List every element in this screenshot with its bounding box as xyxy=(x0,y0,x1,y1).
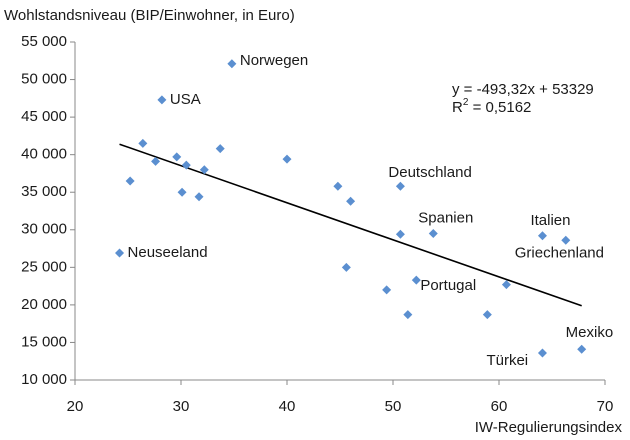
x-tick-label: 30 xyxy=(173,398,190,415)
point xyxy=(577,344,587,354)
y-tick-label: 55 000 xyxy=(21,33,67,50)
point-label: Neuseeland xyxy=(128,244,208,261)
point xyxy=(341,262,351,272)
y-axis-title: Wohlstandsniveau (BIP/Einwohner, in Euro… xyxy=(4,7,295,24)
y-tick-label: 30 000 xyxy=(21,221,67,238)
point xyxy=(395,229,405,239)
x-tick-label: 50 xyxy=(385,398,402,415)
point-label: Portugal xyxy=(420,277,476,294)
point-label: Spanien xyxy=(418,210,473,227)
point xyxy=(282,154,292,164)
point xyxy=(411,275,421,285)
y-tick-label: 25 000 xyxy=(21,258,67,275)
point xyxy=(227,59,237,69)
point xyxy=(537,231,547,241)
point-label: Deutschland xyxy=(388,164,471,181)
point xyxy=(382,285,392,295)
point xyxy=(346,196,356,206)
point-label: Norwegen xyxy=(240,52,308,69)
y-tick-label: 15 000 xyxy=(21,333,67,350)
point xyxy=(537,348,547,358)
point xyxy=(194,192,204,202)
y-tick-label: 40 000 xyxy=(21,146,67,163)
point-label: Türkei xyxy=(486,352,528,369)
point xyxy=(501,280,511,290)
point xyxy=(125,176,135,186)
x-axis-title: IW-Regulierungsindex xyxy=(475,419,623,436)
point-label: USA xyxy=(170,91,201,108)
trend-equation: y = -493,32x + 53329 xyxy=(452,81,594,98)
r-squared-rest: = 0,5162 xyxy=(468,99,531,116)
point xyxy=(181,160,191,170)
point xyxy=(333,181,343,191)
y-tick-label: 35 000 xyxy=(21,183,67,200)
y-tick-label: 20 000 xyxy=(21,296,67,313)
point-label: Italien xyxy=(530,212,570,229)
x-tick-label: 20 xyxy=(67,398,84,415)
point xyxy=(482,310,492,320)
point xyxy=(428,229,438,239)
point xyxy=(199,165,209,175)
point xyxy=(151,156,161,166)
point xyxy=(157,95,167,105)
y-tick-label: 50 000 xyxy=(21,71,67,88)
point xyxy=(403,310,413,320)
r-squared-sup: 2 xyxy=(463,97,469,108)
point xyxy=(177,187,187,197)
x-tick-label: 70 xyxy=(597,398,614,415)
point-label: Mexiko xyxy=(566,324,614,341)
point-label: Griechenland xyxy=(515,244,604,261)
r-squared-base: R xyxy=(452,99,463,116)
point xyxy=(215,144,225,154)
x-tick-label: 60 xyxy=(491,398,508,415)
x-tick-label: 40 xyxy=(279,398,296,415)
point xyxy=(395,181,405,191)
point xyxy=(172,152,182,162)
trendline xyxy=(119,143,582,307)
point xyxy=(561,235,571,245)
point xyxy=(115,248,125,258)
y-tick-label: 10 000 xyxy=(21,371,67,388)
point xyxy=(138,138,148,148)
y-tick-label: 45 000 xyxy=(21,108,67,125)
r-squared: R2 = 0,5162 xyxy=(452,97,531,116)
